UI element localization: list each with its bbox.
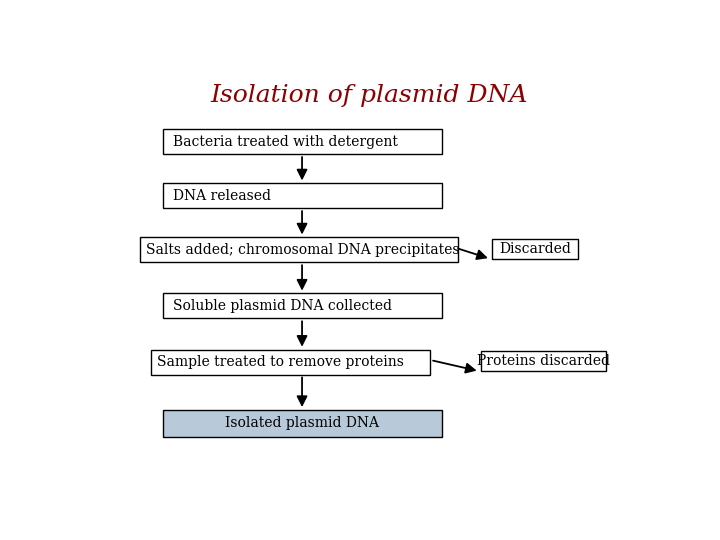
Text: Discarded: Discarded — [499, 242, 571, 256]
FancyBboxPatch shape — [163, 410, 441, 437]
Text: Isolated plasmid DNA: Isolated plasmid DNA — [225, 416, 379, 430]
Text: Salts added; chromosomal DNA precipitates: Salts added; chromosomal DNA precipitate… — [145, 243, 459, 257]
Text: Proteins discarded: Proteins discarded — [477, 354, 610, 368]
Text: Isolation of plasmid DNA: Isolation of plasmid DNA — [210, 84, 528, 106]
FancyBboxPatch shape — [163, 294, 441, 319]
Text: Sample treated to remove proteins: Sample treated to remove proteins — [157, 355, 404, 369]
FancyBboxPatch shape — [151, 349, 431, 375]
FancyBboxPatch shape — [492, 239, 578, 259]
Text: Bacteria treated with detergent: Bacteria treated with detergent — [173, 134, 397, 149]
FancyBboxPatch shape — [481, 352, 606, 371]
FancyBboxPatch shape — [163, 129, 441, 154]
FancyBboxPatch shape — [163, 183, 441, 208]
FancyBboxPatch shape — [140, 238, 458, 262]
Text: DNA released: DNA released — [173, 189, 271, 203]
Text: Soluble plasmid DNA collected: Soluble plasmid DNA collected — [173, 299, 392, 313]
